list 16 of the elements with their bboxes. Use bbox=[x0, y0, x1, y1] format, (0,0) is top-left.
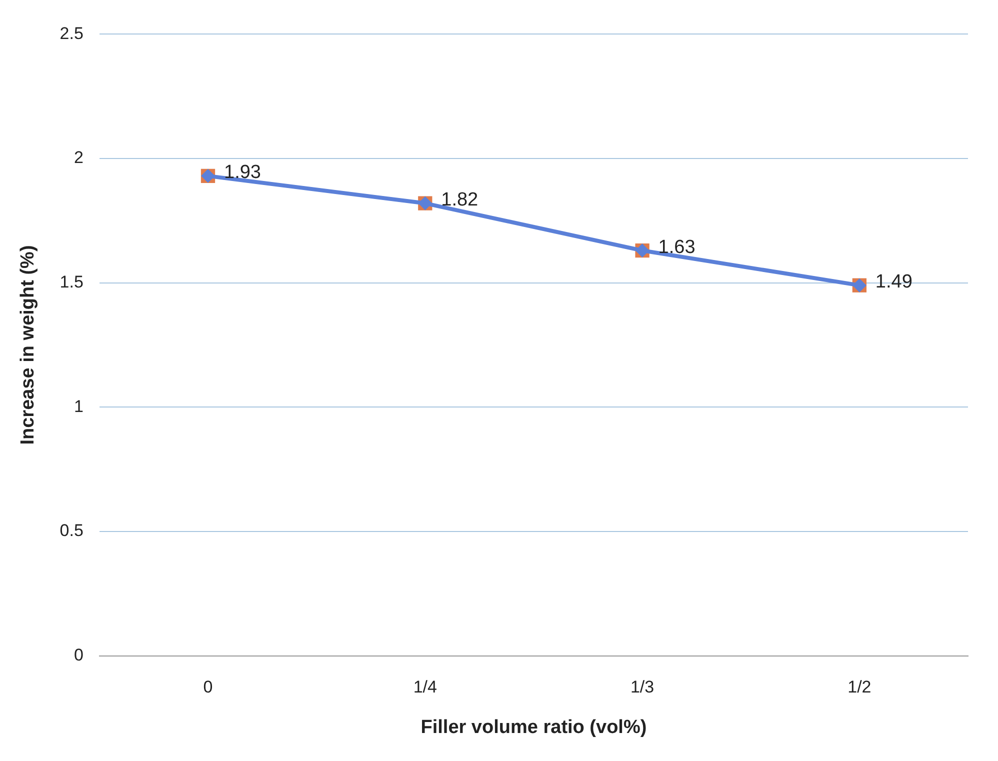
y-tick-label: 1 bbox=[74, 396, 84, 416]
x-tick-label: 1/2 bbox=[848, 678, 872, 697]
data-label: 1.63 bbox=[658, 236, 696, 258]
data-label: 1.93 bbox=[224, 162, 261, 184]
y-tick-label: 2.5 bbox=[60, 24, 84, 43]
data-label: 1.82 bbox=[441, 190, 478, 211]
y-tick-label: 2 bbox=[74, 148, 84, 168]
x-tick-label: 0 bbox=[203, 678, 213, 697]
x-tick-label: 1/3 bbox=[630, 678, 654, 697]
y-tick-label: 1.5 bbox=[60, 272, 84, 292]
x-axis-title: Filler volume ratio (vol%) bbox=[420, 716, 647, 738]
data-label: 1.49 bbox=[875, 272, 912, 293]
y-tick-label: 0.5 bbox=[60, 521, 84, 540]
y-axis-title: Increase in weight (%) bbox=[18, 245, 39, 445]
x-tick-label: 1/4 bbox=[413, 678, 437, 697]
y-tick-label: 0 bbox=[74, 645, 84, 664]
